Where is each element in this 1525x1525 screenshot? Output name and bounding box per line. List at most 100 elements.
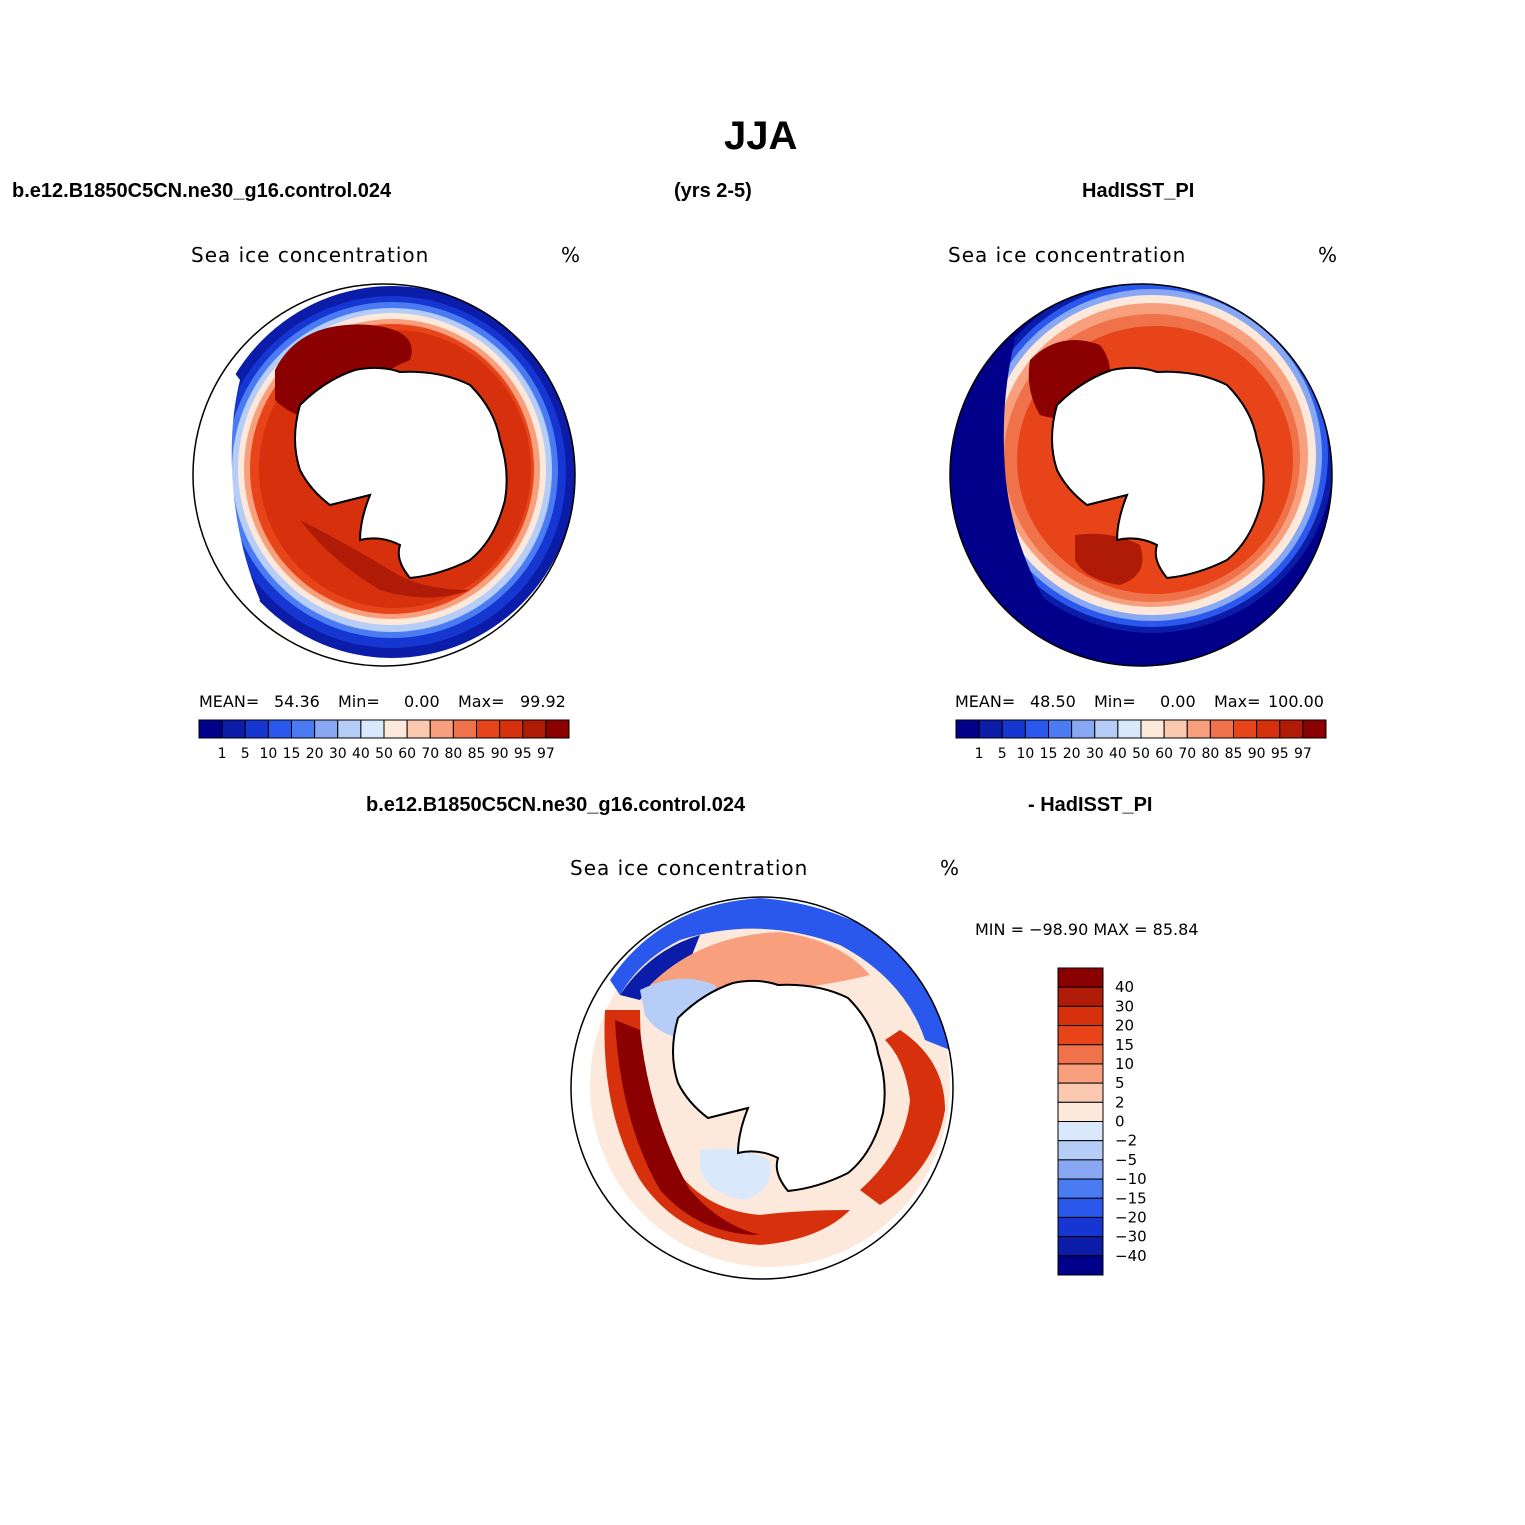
colorbar-box — [1057, 1236, 1104, 1257]
colorbar-box — [1048, 719, 1073, 739]
colorbar-tick-label: 15 — [1115, 1036, 1134, 1054]
colorbar-box — [1233, 719, 1258, 739]
colorbar-box — [545, 719, 570, 739]
colorbar-tick-label: 0 — [1115, 1113, 1125, 1131]
colorbar-tick-label: 10 — [259, 746, 277, 762]
colorbar-tick-label: 40 — [352, 746, 370, 762]
panel3-map-border — [570, 896, 954, 1280]
colorbar-box — [1057, 1216, 1104, 1238]
colorbar-box — [1117, 719, 1142, 739]
colorbar-box — [955, 719, 980, 739]
colorbar-tick-label: −2 — [1115, 1132, 1137, 1150]
panel1-max-label: Max= — [458, 692, 505, 711]
panel1-colorbar: 1 5 10 15 20 30 40 50 60 70 80 85 90 95 97 — [198, 719, 570, 762]
colorbar-tick-label: 40 — [1115, 978, 1134, 996]
colorbar-tick-label: −20 — [1115, 1208, 1147, 1226]
colorbar-box — [429, 719, 454, 739]
colorbar-box — [1057, 1082, 1104, 1103]
colorbar-box — [1094, 719, 1119, 739]
panel1-min-value: 0.00 — [404, 692, 440, 711]
colorbar-box — [267, 719, 292, 739]
colorbar-box — [1071, 719, 1096, 739]
colorbar-tick-label: 30 — [1086, 746, 1104, 762]
panel2-map-border — [949, 283, 1333, 667]
colorbar-box — [1057, 1140, 1104, 1161]
header-left: b.e12.B1850C5CN.ne30_g16.control.024 — [12, 180, 392, 202]
colorbar-tick-label: 40 — [1109, 746, 1127, 762]
panel1-min-label: Min= — [338, 692, 380, 711]
colorbar-box — [522, 719, 547, 739]
colorbar-box — [314, 719, 339, 739]
colorbar-box — [1057, 1255, 1104, 1276]
colorbar-tick-label: −40 — [1115, 1247, 1147, 1265]
colorbar-box — [1057, 967, 1104, 988]
colorbar-box — [244, 719, 269, 739]
colorbar-tick-label: 90 — [491, 746, 509, 762]
header-center: (yrs 2-5) — [674, 180, 752, 202]
colorbar-tick-label: 5 — [998, 746, 1007, 762]
panel1-variable: Sea ice concentration — [191, 243, 430, 267]
panel3-antarctica — [672, 979, 886, 1193]
header-right: HadISST_PI — [1082, 180, 1195, 202]
colorbar-tick-label: 80 — [1201, 746, 1219, 762]
colorbar-tick-label: 15 — [283, 746, 301, 762]
colorbar-tick-label: −15 — [1115, 1189, 1147, 1207]
panel1-antarctica — [294, 366, 508, 580]
colorbar-box — [360, 719, 385, 739]
colorbar-box — [1057, 1159, 1104, 1180]
colorbar-tick-label: 5 — [1115, 1074, 1125, 1092]
colorbar-tick-label: 2 — [1115, 1093, 1125, 1111]
colorbar-box — [406, 719, 431, 739]
panel1-mean-value: 54.36 — [274, 692, 320, 711]
colorbar-tick-label: −5 — [1115, 1151, 1137, 1169]
colorbar-box — [1057, 1197, 1104, 1218]
colorbar-box — [1001, 719, 1026, 739]
colorbar-box — [1302, 719, 1327, 739]
colorbar-tick-label: 85 — [468, 746, 486, 762]
colorbar-box — [1140, 719, 1165, 739]
colorbar-tick-label: 60 — [398, 746, 416, 762]
colorbar-tick-label: 30 — [329, 746, 347, 762]
colorbar-box — [476, 719, 501, 739]
panel2-max-label: Max= — [1214, 692, 1261, 711]
colorbar-tick-label: 50 — [375, 746, 393, 762]
colorbar-tick-label: 80 — [444, 746, 462, 762]
colorbar-box — [1256, 719, 1281, 739]
colorbar-tick-label: 60 — [1155, 746, 1173, 762]
colorbar-box — [1057, 1063, 1104, 1084]
colorbar-tick-label: 10 — [1016, 746, 1034, 762]
colorbar-tick-label: 70 — [421, 746, 439, 762]
colorbar-tick-label: 85 — [1225, 746, 1243, 762]
panel2-max-value: 100.00 — [1268, 692, 1324, 711]
colorbar-box — [1057, 1025, 1104, 1046]
diff-header-right: - HadISST_PI — [1028, 794, 1153, 816]
colorbar-tick-label: 10 — [1115, 1055, 1134, 1073]
colorbar-tick-label: 1 — [218, 746, 227, 762]
colorbar-box — [499, 719, 524, 739]
colorbar-tick-label: 20 — [306, 746, 324, 762]
colorbar-tick-label: 50 — [1132, 746, 1150, 762]
colorbar-box — [1057, 1005, 1104, 1027]
colorbar-tick-label: 70 — [1178, 746, 1196, 762]
colorbar-tick-label: 95 — [1271, 746, 1289, 762]
figure-title: JJA — [724, 114, 798, 158]
colorbar-box — [1057, 1121, 1104, 1142]
panel2-min-value: 0.00 — [1160, 692, 1196, 711]
panel2-variable: Sea ice concentration — [948, 243, 1187, 267]
colorbar-box — [1057, 986, 1104, 1007]
panel2-colorbar: 1 5 10 15 20 30 40 50 60 70 80 85 90 95 97 — [955, 719, 1327, 762]
colorbar-box — [1024, 719, 1049, 739]
colorbar-tick-label: 20 — [1115, 1017, 1134, 1035]
panel2-mean-value: 48.50 — [1030, 692, 1076, 711]
colorbar-tick-label: 20 — [1063, 746, 1081, 762]
panel2-mean-label: MEAN= — [955, 692, 1016, 711]
colorbar-tick-label: 95 — [514, 746, 532, 762]
colorbar-box — [1163, 719, 1188, 739]
diff-header-left: b.e12.B1850C5CN.ne30_g16.control.024 — [366, 794, 746, 816]
colorbar-box — [198, 719, 223, 739]
colorbar-tick-label: 90 — [1248, 746, 1266, 762]
colorbar-tick-label: 97 — [1294, 746, 1312, 762]
panel2-antarctica — [1051, 366, 1265, 580]
colorbar-box — [1279, 719, 1304, 739]
